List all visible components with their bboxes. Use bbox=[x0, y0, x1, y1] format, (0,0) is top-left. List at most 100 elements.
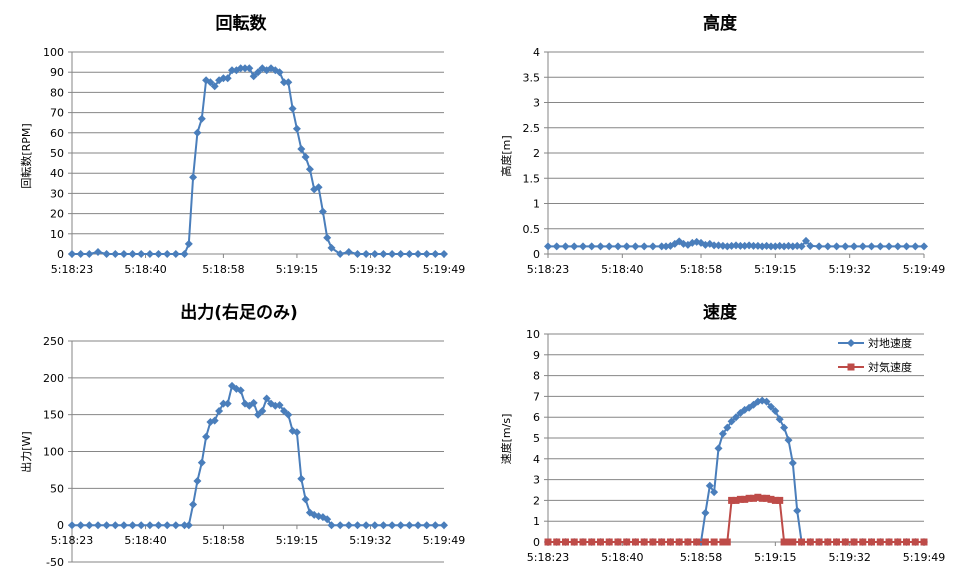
data-point bbox=[780, 423, 789, 432]
x-tick-label: 5:18:40 bbox=[601, 263, 643, 276]
chart-title-altitude: 高度 bbox=[703, 13, 738, 34]
y-tick-label: 20 bbox=[50, 208, 64, 221]
data-point bbox=[171, 250, 180, 258]
data-point bbox=[102, 250, 111, 258]
data-point bbox=[736, 495, 744, 503]
data-point bbox=[258, 407, 267, 415]
data-point bbox=[841, 538, 849, 546]
data-point bbox=[431, 250, 440, 258]
y-tick-label: 3 bbox=[533, 474, 540, 487]
x-tick-label: 5:18:40 bbox=[124, 534, 166, 547]
data-point bbox=[850, 538, 858, 546]
data-point bbox=[596, 242, 605, 251]
y-tick-label: 200 bbox=[43, 372, 64, 385]
data-point bbox=[605, 242, 614, 251]
y-axis-label-rpm: 回転数[RPM] bbox=[20, 123, 33, 188]
data-point bbox=[920, 242, 928, 251]
data-point bbox=[76, 521, 85, 530]
data-point bbox=[775, 415, 784, 424]
y-tick-label: 90 bbox=[50, 66, 64, 79]
x-tick-label: 5:18:58 bbox=[680, 263, 722, 276]
data-point bbox=[245, 64, 254, 73]
data-point bbox=[414, 250, 422, 258]
data-point bbox=[705, 481, 714, 490]
x-tick-label: 5:19:15 bbox=[754, 551, 796, 564]
x-tick-label: 5:18:23 bbox=[527, 263, 569, 276]
data-point bbox=[154, 521, 163, 530]
data-point bbox=[727, 417, 736, 426]
data-point bbox=[788, 459, 797, 467]
series-line bbox=[548, 496, 924, 543]
data-point bbox=[202, 432, 211, 441]
data-point bbox=[297, 474, 306, 483]
series bbox=[544, 396, 928, 546]
data-point bbox=[784, 436, 793, 445]
data-point bbox=[344, 248, 353, 256]
data-point bbox=[771, 407, 780, 415]
data-point bbox=[197, 114, 206, 123]
gridlines bbox=[548, 333, 924, 543]
data-point bbox=[701, 508, 710, 517]
data-point bbox=[128, 521, 137, 530]
x-tick-label: 5:18:58 bbox=[202, 534, 244, 547]
y-tick-label: 2 bbox=[533, 494, 540, 507]
data-point bbox=[631, 538, 639, 546]
data-point bbox=[749, 494, 757, 502]
data-point bbox=[249, 72, 258, 81]
y-tick-label: 9 bbox=[533, 349, 540, 362]
x-tick-label: 5:19:32 bbox=[828, 551, 870, 564]
data-point bbox=[228, 66, 236, 75]
data-point bbox=[318, 207, 327, 216]
data-point bbox=[184, 239, 193, 248]
data-point bbox=[137, 521, 146, 530]
data-point bbox=[145, 521, 154, 530]
data-point bbox=[370, 250, 379, 258]
data-point bbox=[815, 538, 823, 546]
data-point bbox=[362, 250, 371, 258]
data-point bbox=[111, 250, 120, 258]
data-point bbox=[732, 496, 740, 504]
chart-power: 出力(右足のみ) 出力[W] -50 0 50 100 150 200 250 5:18:23… bbox=[19, 302, 465, 569]
data-point bbox=[868, 538, 876, 546]
data-point bbox=[353, 521, 362, 530]
data-point bbox=[614, 538, 622, 546]
data-point bbox=[767, 495, 775, 503]
legend-label-ground-speed: 対地速度 bbox=[868, 336, 912, 350]
y-tick-label: 0 bbox=[57, 248, 64, 261]
data-point bbox=[111, 521, 120, 530]
data-point bbox=[605, 538, 613, 546]
data-point bbox=[236, 64, 245, 73]
x-tick-label: 5:19:32 bbox=[349, 534, 391, 547]
data-point bbox=[719, 538, 727, 546]
y-tick-label: 0 bbox=[57, 519, 64, 532]
x-tick-label: 5:18:40 bbox=[124, 263, 166, 276]
data-point bbox=[771, 496, 779, 504]
data-point bbox=[76, 250, 85, 258]
chart-speed: 速度 速度[m/s] 0 1 2 3 4 5 6 7 8 9 10 5:18:23 5:18:40 5:1… bbox=[499, 302, 945, 564]
chart-title-speed: 速度 bbox=[703, 302, 738, 323]
data-point bbox=[388, 521, 397, 530]
data-point bbox=[219, 399, 228, 408]
y-tick-label: 0.5 bbox=[523, 223, 541, 236]
data-point bbox=[292, 428, 301, 437]
y-tick-label: 250 bbox=[43, 335, 64, 348]
y-tick-label: 4 bbox=[533, 46, 540, 59]
data-point bbox=[806, 538, 814, 546]
data-point bbox=[710, 538, 718, 546]
data-point bbox=[262, 394, 271, 403]
data-point bbox=[440, 250, 448, 258]
tick-labels: 0 10 20 30 40 50 60 70 80 90 100 5:18:23 5:18:40 5:18… bbox=[43, 46, 465, 276]
data-point bbox=[292, 124, 301, 133]
data-point bbox=[797, 242, 806, 251]
data-point bbox=[314, 183, 323, 192]
tick-labels: 0 1 2 3 4 5 6 7 8 9 10 5:18:23 5:18:40 5:18:58 5:19:15… bbox=[526, 328, 945, 564]
tick-labels: 0 0.5 1 1.5 2 2.5 3 3.5 4 5:18:23 5:18:40 5:18:58 5:… bbox=[523, 46, 946, 276]
y-tick-label: 3.5 bbox=[523, 71, 541, 84]
data-point bbox=[241, 64, 249, 73]
data-point bbox=[362, 521, 371, 530]
data-point bbox=[911, 242, 920, 251]
y-tick-label: 70 bbox=[50, 107, 64, 120]
data-point bbox=[596, 538, 604, 546]
data-point bbox=[723, 538, 731, 546]
x-tick-label: 5:19:49 bbox=[423, 534, 465, 547]
